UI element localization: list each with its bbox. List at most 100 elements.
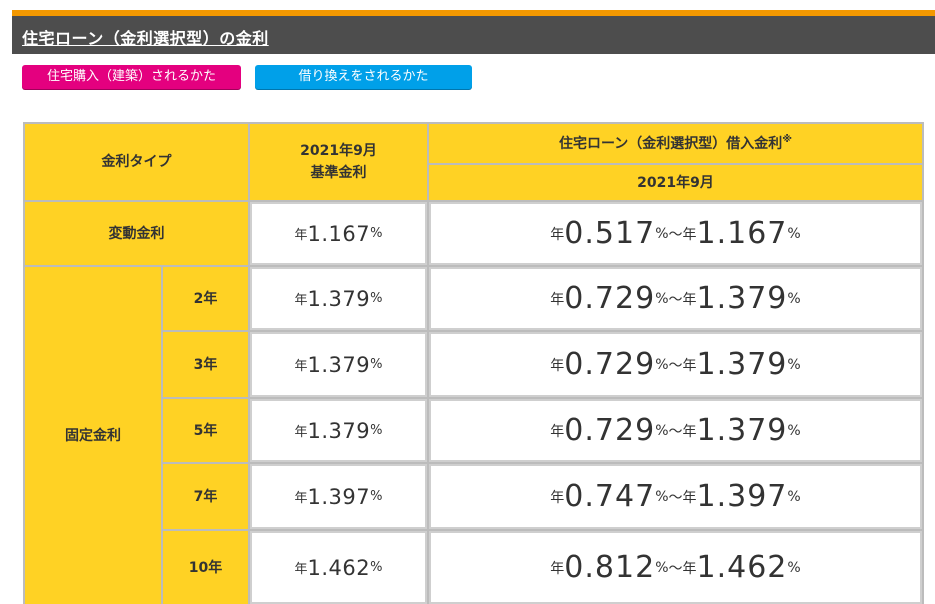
loan-rate-min: 0.729 — [564, 281, 656, 316]
base-rate-value: 1.379 — [307, 286, 371, 311]
rate-tilde: ～ — [668, 560, 683, 577]
loan-rate-cell: 年 0.729% ～年 1.379% — [429, 267, 922, 330]
rate-prefix: 年 — [294, 359, 308, 374]
rate-prefix: 年 — [682, 291, 697, 308]
footnote-mark: ※ — [782, 133, 793, 145]
loan-rate-cell: 年 0.812% ～年 1.462% — [429, 531, 922, 604]
rate-unit: % — [655, 559, 669, 576]
loan-rate-cell: 年 0.517% ～年 1.167% — [429, 202, 922, 265]
rate-unit: % — [370, 489, 383, 504]
rate-prefix: 年 — [550, 489, 565, 506]
loan-rate-min: 0.729 — [564, 413, 656, 448]
base-rate-value: 1.167 — [307, 221, 371, 246]
rate-prefix: 年 — [294, 293, 308, 308]
header-rate-type-label: 金利タイプ — [101, 154, 172, 170]
header-base-line1: 2021年9月 — [300, 143, 377, 159]
loan-rate-min: 0.747 — [564, 479, 656, 514]
rate-prefix: 年 — [682, 560, 697, 577]
row-label-text: 10年 — [188, 559, 223, 576]
page-title: 住宅ローン（金利選択型）の金利 — [22, 29, 269, 48]
loan-rate-min: 0.812 — [564, 550, 656, 585]
loan-rate-max: 1.167 — [696, 216, 788, 251]
rate-unit: % — [787, 290, 801, 307]
loan-rate-max: 1.379 — [696, 413, 788, 448]
rate-prefix: 年 — [550, 560, 565, 577]
rate-prefix: 年 — [682, 226, 697, 243]
rate-unit: % — [655, 422, 669, 439]
rate-unit: % — [370, 423, 383, 438]
header-loan-rate-label: 住宅ローン（金利選択型）借入金利 — [558, 135, 783, 152]
rate-tilde: ～ — [668, 226, 683, 243]
loan-rate-min: 0.517 — [564, 216, 656, 251]
rate-table: 金利タイプ 2021年9月 基準金利 住宅ローン（金利選択型）借入金利 ※ 202… — [23, 122, 924, 604]
rate-tilde: ～ — [668, 291, 683, 308]
loan-rate-min: 0.729 — [564, 347, 656, 382]
header-base-line2: 基準金利 — [310, 165, 367, 181]
base-rate-cell: 年 1.379% — [250, 399, 427, 462]
purchase-button[interactable]: 住宅購入（建築）されるかた — [22, 65, 241, 89]
rate-prefix: 年 — [550, 423, 565, 440]
row-label-text: 変動金利 — [108, 225, 165, 242]
rate-unit: % — [787, 488, 801, 505]
rate-unit: % — [370, 226, 383, 241]
rate-unit: % — [787, 559, 801, 576]
rate-unit: % — [655, 488, 669, 505]
base-rate-value: 1.462 — [307, 555, 371, 580]
rate-prefix: 年 — [294, 491, 308, 506]
rate-tilde: ～ — [668, 489, 683, 506]
row-label-5y: 5年 — [163, 399, 248, 462]
rate-prefix: 年 — [294, 228, 308, 243]
header-loan-rate-month-label: 2021年9月 — [637, 174, 714, 191]
row-label-7y: 7年 — [163, 464, 248, 529]
accent-bar — [12, 10, 935, 16]
header-loan-rate: 住宅ローン（金利選択型）借入金利 ※ — [429, 124, 922, 163]
rate-prefix: 年 — [550, 226, 565, 243]
rate-unit: % — [655, 225, 669, 242]
rate-unit: % — [370, 291, 383, 306]
loan-rate-max: 1.379 — [696, 281, 788, 316]
section-header: 住宅ローン（金利選択型）の金利 — [12, 16, 935, 54]
row-label-3y: 3年 — [163, 332, 248, 397]
loan-rate-max: 1.397 — [696, 479, 788, 514]
header-rate-type: 金利タイプ — [25, 124, 248, 200]
header-loan-rate-month: 2021年9月 — [429, 165, 922, 200]
row-label-text: 2年 — [193, 290, 218, 307]
rate-prefix: 年 — [682, 357, 697, 374]
row-label-10y: 10年 — [163, 531, 248, 604]
fixed-rate-group-label: 固定金利 — [25, 267, 161, 604]
rate-tilde: ～ — [668, 357, 683, 374]
rate-prefix: 年 — [294, 425, 308, 440]
rate-prefix: 年 — [682, 423, 697, 440]
base-rate-cell: 年 1.379% — [250, 332, 427, 397]
base-rate-cell: 年 1.167% — [250, 202, 427, 265]
loan-rate-max: 1.379 — [696, 347, 788, 382]
rate-prefix: 年 — [682, 489, 697, 506]
rate-prefix: 年 — [550, 357, 565, 374]
base-rate-value: 1.379 — [307, 352, 371, 377]
row-label-text: 3年 — [193, 356, 218, 373]
loan-rate-max: 1.462 — [696, 550, 788, 585]
rate-unit: % — [787, 225, 801, 242]
rate-unit: % — [655, 356, 669, 373]
rate-tilde: ～ — [668, 423, 683, 440]
rate-unit: % — [787, 422, 801, 439]
base-rate-value: 1.379 — [307, 418, 371, 443]
row-label-variable: 変動金利 — [25, 202, 248, 265]
rate-unit: % — [655, 290, 669, 307]
loan-rate-cell: 年 0.747% ～年 1.397% — [429, 464, 922, 529]
base-rate-cell: 年 1.462% — [250, 531, 427, 604]
row-label-text: 5年 — [193, 422, 218, 439]
rate-unit: % — [370, 357, 383, 372]
rate-unit: % — [787, 356, 801, 373]
rate-unit: % — [370, 560, 383, 575]
loan-rate-cell: 年 0.729% ～年 1.379% — [429, 399, 922, 462]
rate-prefix: 年 — [550, 291, 565, 308]
base-rate-value: 1.397 — [307, 484, 371, 509]
refinance-button[interactable]: 借り換えをされるかた — [255, 65, 472, 89]
rate-prefix: 年 — [294, 562, 308, 577]
fixed-rate-label-text: 固定金利 — [65, 427, 121, 444]
base-rate-cell: 年 1.379% — [250, 267, 427, 330]
loan-rate-cell: 年 0.729% ～年 1.379% — [429, 332, 922, 397]
header-base-rate: 2021年9月 基準金利 — [250, 124, 427, 200]
row-label-text: 7年 — [193, 488, 218, 505]
